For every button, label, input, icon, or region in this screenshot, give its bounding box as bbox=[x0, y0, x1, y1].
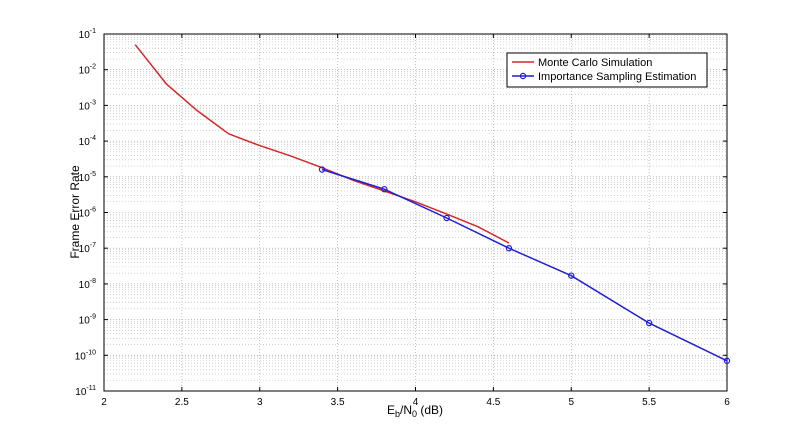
legend-label-monte-carlo: Monte Carlo Simulation bbox=[538, 57, 652, 69]
y-tick-label: 10-4 bbox=[79, 135, 96, 148]
y-tick-label: 10-5 bbox=[79, 171, 96, 184]
minor-grid bbox=[104, 35, 727, 381]
series-1-point bbox=[723, 357, 731, 365]
series-1-point bbox=[381, 185, 388, 193]
series-1-point bbox=[318, 166, 326, 173]
series-1-point bbox=[505, 244, 513, 252]
series-layer bbox=[134, 44, 731, 365]
x-tick-label: 4 bbox=[413, 397, 419, 408]
y-tick-label: 10-7 bbox=[79, 242, 96, 255]
series-line-0 bbox=[134, 44, 510, 244]
axis-ticks bbox=[103, 33, 728, 392]
x-tick-label: 3.5 bbox=[331, 397, 345, 408]
x-tick-label: 2.5 bbox=[175, 397, 189, 408]
x-tick-label: 3 bbox=[257, 397, 263, 408]
y-tick-label: 10-1 bbox=[79, 28, 96, 41]
legend: Monte Carlo Simulation Importance Sampli… bbox=[506, 52, 708, 88]
y-tick-label: 10-2 bbox=[79, 64, 96, 77]
y-tick-label: 10-8 bbox=[79, 278, 96, 291]
series-line-1 bbox=[321, 168, 728, 362]
y-axis-label: Frame Error Rate bbox=[68, 165, 82, 259]
y-tick-labels: 10-1 10-2 10-3 10-4 10-5 10-6 10-7 10-8 10-9 10-1… bbox=[75, 28, 96, 398]
y-tick-label: 10-6 bbox=[79, 207, 96, 220]
x-tick-label: 4.5 bbox=[486, 397, 500, 408]
x-tick-labels: 2 2.5 3 3.5 4 4.5 5 5.5 6 bbox=[101, 397, 730, 408]
x-tick-label: 5.5 bbox=[642, 397, 656, 408]
x-tick-label: 5 bbox=[568, 397, 574, 408]
x-axis-label: Eb/N0 (dB) bbox=[387, 403, 443, 419]
y-tick-label: 10-11 bbox=[75, 385, 96, 398]
y-tick-label: 10-10 bbox=[75, 349, 96, 362]
series-1-point bbox=[443, 214, 450, 222]
x-tick-label: 6 bbox=[724, 397, 730, 408]
series-1-point bbox=[568, 272, 575, 279]
legend-marker-importance-sampling bbox=[519, 72, 527, 80]
y-tick-label: 10-3 bbox=[79, 99, 96, 112]
legend-label-importance-sampling: Importance Sampling Estimation bbox=[538, 71, 696, 83]
y-tick-label: 10-9 bbox=[79, 314, 96, 327]
series-1-point bbox=[645, 319, 653, 327]
legend-box bbox=[506, 52, 708, 88]
x-tick-label: 2 bbox=[101, 397, 107, 408]
